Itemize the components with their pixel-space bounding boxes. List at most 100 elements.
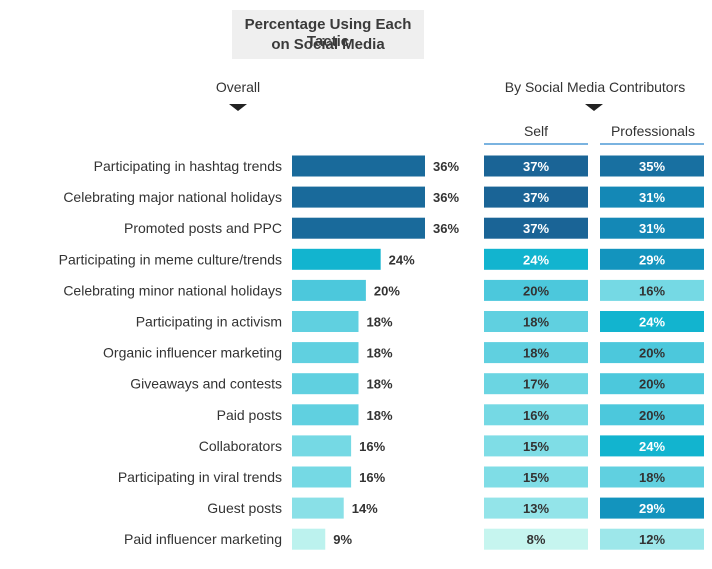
professionals-cell bbox=[600, 217, 704, 239]
self-value-label: 15% bbox=[523, 470, 549, 485]
overall-bar bbox=[292, 497, 344, 519]
self-cell bbox=[484, 466, 588, 488]
professionals-value-label: 18% bbox=[639, 470, 665, 485]
professionals-cell bbox=[600, 466, 704, 488]
self-cell bbox=[484, 342, 588, 364]
contributors-header: By Social Media Contributors bbox=[504, 79, 686, 95]
overall-bar bbox=[292, 373, 359, 395]
overall-value-label: 36% bbox=[433, 190, 459, 205]
professionals-value-label: 20% bbox=[639, 346, 665, 361]
self-cell bbox=[484, 497, 588, 519]
category-label: Collaborators bbox=[199, 438, 282, 454]
professionals-cell bbox=[600, 342, 704, 364]
self-cell bbox=[484, 279, 588, 301]
professionals-value-label: 29% bbox=[639, 252, 665, 267]
self-cell bbox=[484, 373, 588, 395]
overall-value-label: 16% bbox=[359, 439, 385, 454]
category-label: Participating in activism bbox=[136, 314, 282, 330]
overall-bar bbox=[292, 311, 359, 332]
self-value-label: 17% bbox=[523, 377, 549, 392]
chart-title-line-2: on Social Media bbox=[271, 36, 385, 53]
self-cell bbox=[484, 155, 588, 177]
self-cell bbox=[484, 217, 588, 239]
self-cell bbox=[484, 248, 588, 270]
overall-value-label: 14% bbox=[352, 501, 378, 516]
overall-value-label: 16% bbox=[359, 470, 385, 485]
self-value-label: 16% bbox=[523, 408, 549, 423]
professionals-cell bbox=[600, 311, 704, 332]
overall-bar bbox=[292, 342, 359, 364]
overall-value-label: 18% bbox=[367, 377, 393, 392]
category-label: Paid posts bbox=[217, 407, 282, 423]
professionals-cell bbox=[600, 248, 704, 270]
professionals-column-header: Professionals bbox=[610, 123, 696, 139]
professionals-value-label: 16% bbox=[639, 283, 665, 298]
professionals-value-label: 31% bbox=[639, 190, 665, 205]
category-label: Celebrating minor national holidays bbox=[63, 282, 282, 298]
self-value-label: 18% bbox=[523, 346, 549, 361]
category-label: Participating in hashtag trends bbox=[94, 158, 282, 174]
professionals-cell bbox=[600, 528, 704, 550]
overall-value-label: 36% bbox=[433, 159, 459, 174]
overall-value-label: 36% bbox=[433, 221, 459, 236]
category-label: Promoted posts and PPC bbox=[124, 220, 282, 236]
professionals-cell bbox=[600, 186, 704, 208]
overall-bar bbox=[292, 404, 359, 426]
professionals-header-underline bbox=[600, 143, 704, 145]
overall-bar bbox=[292, 466, 352, 488]
professionals-cell bbox=[600, 404, 704, 426]
contributors-down-arrow-icon bbox=[585, 104, 603, 111]
category-label: Paid influencer marketing bbox=[124, 531, 282, 547]
overall-value-label: 24% bbox=[389, 252, 415, 267]
overall-bar bbox=[292, 186, 425, 208]
category-label: Participating in viral trends bbox=[118, 469, 282, 485]
overall-bar bbox=[292, 435, 352, 457]
overall-value-label: 18% bbox=[367, 408, 393, 423]
overall-down-arrow-icon bbox=[229, 104, 247, 111]
self-value-label: 24% bbox=[523, 252, 549, 267]
professionals-value-label: 35% bbox=[639, 159, 665, 174]
self-cell bbox=[484, 435, 588, 457]
overall-bar bbox=[292, 528, 326, 550]
professionals-cell bbox=[600, 155, 704, 177]
overall-bar bbox=[292, 155, 425, 177]
self-value-label: 13% bbox=[523, 501, 549, 516]
overall-value-label: 20% bbox=[374, 283, 400, 298]
overall-bar bbox=[292, 279, 366, 301]
professionals-value-label: 24% bbox=[639, 315, 665, 330]
overall-bar bbox=[292, 248, 381, 270]
category-label: Giveaways and contests bbox=[130, 376, 282, 392]
self-value-label: 18% bbox=[523, 315, 549, 330]
self-column-header: Self bbox=[523, 123, 549, 139]
overall-header: Overall bbox=[215, 79, 261, 95]
professionals-value-label: 24% bbox=[639, 439, 665, 454]
self-value-label: 37% bbox=[523, 221, 549, 236]
self-cell bbox=[484, 186, 588, 208]
category-label: Participating in meme culture/trends bbox=[59, 251, 282, 267]
self-value-label: 37% bbox=[523, 190, 549, 205]
professionals-value-label: 29% bbox=[639, 501, 665, 516]
professionals-value-label: 20% bbox=[639, 377, 665, 392]
overall-value-label: 9% bbox=[333, 532, 352, 547]
professionals-value-label: 31% bbox=[639, 221, 665, 236]
self-value-label: 15% bbox=[523, 439, 549, 454]
self-value-label: 8% bbox=[527, 532, 546, 547]
self-value-label: 20% bbox=[523, 283, 549, 298]
professionals-cell bbox=[600, 435, 704, 457]
category-label: Celebrating major national holidays bbox=[63, 189, 282, 205]
overall-value-label: 18% bbox=[367, 346, 393, 361]
category-label: Organic influencer marketing bbox=[103, 345, 282, 361]
overall-value-label: 18% bbox=[367, 315, 393, 330]
self-cell bbox=[484, 404, 588, 426]
professionals-value-label: 20% bbox=[639, 408, 665, 423]
professionals-cell bbox=[600, 497, 704, 519]
chart-title-line-1: Percentage Using Each Tactic bbox=[244, 16, 412, 50]
self-header-underline bbox=[484, 143, 588, 145]
self-value-label: 37% bbox=[523, 159, 549, 174]
professionals-cell bbox=[600, 373, 704, 395]
self-cell bbox=[484, 528, 588, 550]
professionals-cell bbox=[600, 279, 704, 301]
category-label: Guest posts bbox=[207, 500, 282, 516]
self-cell bbox=[484, 311, 588, 332]
